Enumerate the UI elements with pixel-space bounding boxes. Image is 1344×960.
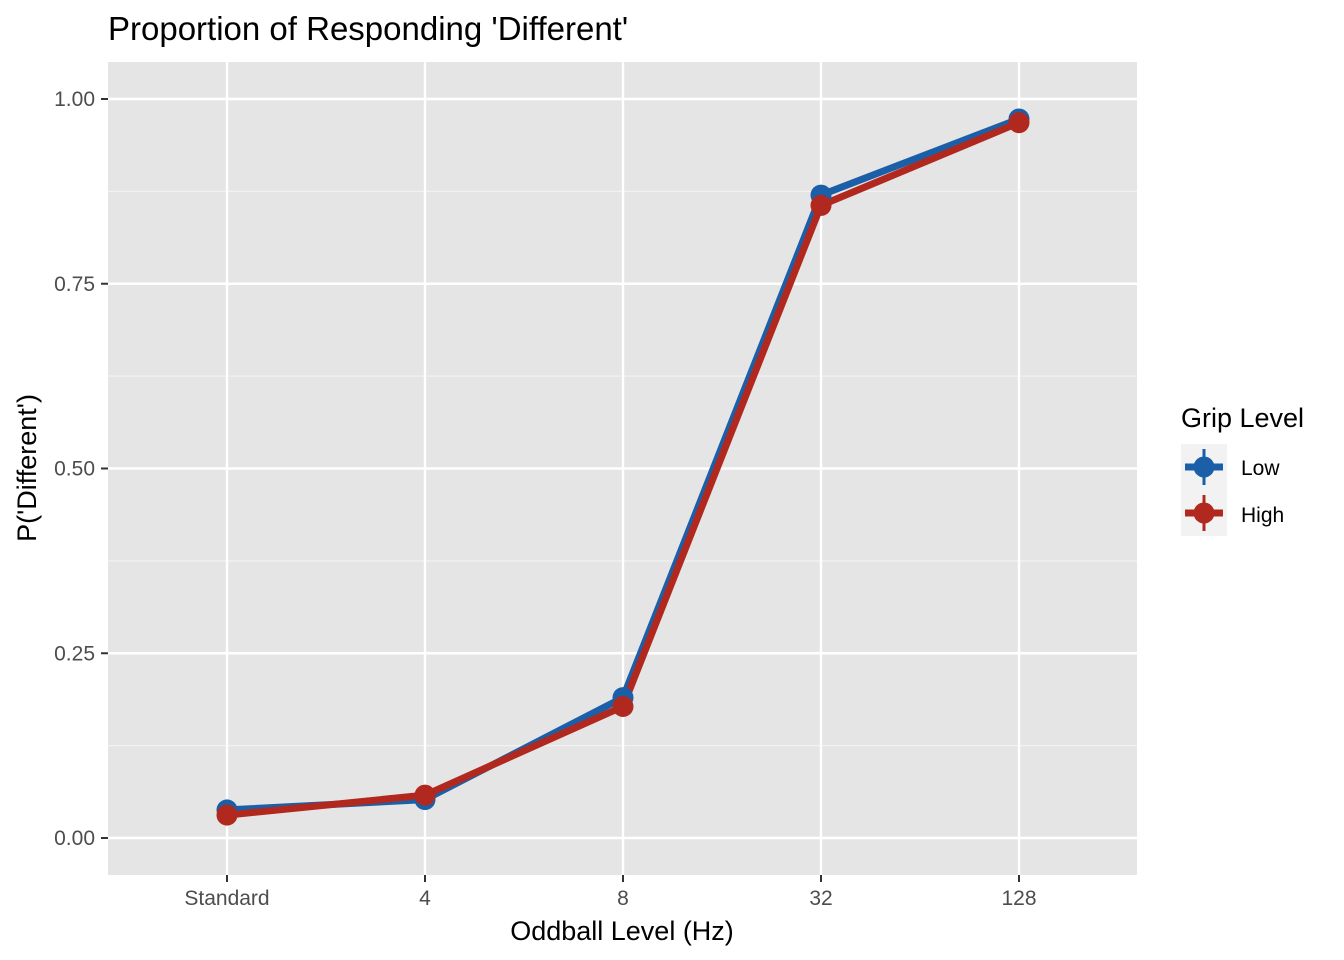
legend-keys <box>1181 444 1227 536</box>
x-axis: Standard 4 8 32 128 <box>184 875 1037 910</box>
y-tick-label: 0.25 <box>54 642 95 665</box>
legend-label-high: High <box>1241 504 1284 527</box>
y-axis: 0.00 0.25 0.50 0.75 1.00 <box>54 88 108 850</box>
y-tick-label: 0.50 <box>54 458 95 481</box>
point-high <box>216 804 238 826</box>
y-tick-label: 0.00 <box>54 827 95 850</box>
x-axis-title: Oddball Level (Hz) <box>510 916 734 946</box>
grid-major <box>108 62 1137 875</box>
point-high <box>414 784 436 806</box>
series-layer <box>216 108 1030 826</box>
point-high <box>1008 112 1030 134</box>
y-tick-label: 1.00 <box>54 88 95 111</box>
point-high <box>810 194 832 216</box>
legend-key-point-low <box>1193 456 1215 478</box>
chart-title: Proportion of Responding 'Different' <box>108 10 628 47</box>
legend-title: Grip Level <box>1181 403 1304 433</box>
x-tick-label: Standard <box>184 887 269 910</box>
legend-label-low: Low <box>1241 457 1280 480</box>
y-axis-title: P('Different') <box>12 394 42 542</box>
legend-key-point-high <box>1193 502 1215 524</box>
point-high <box>612 695 634 717</box>
y-tick-label: 0.75 <box>54 273 95 296</box>
legend: Grip Level Low High <box>1181 403 1304 536</box>
x-tick-label: 8 <box>617 887 629 910</box>
x-tick-label: 32 <box>809 887 832 910</box>
x-tick-label: 4 <box>419 887 431 910</box>
x-tick-label: 128 <box>1001 887 1036 910</box>
